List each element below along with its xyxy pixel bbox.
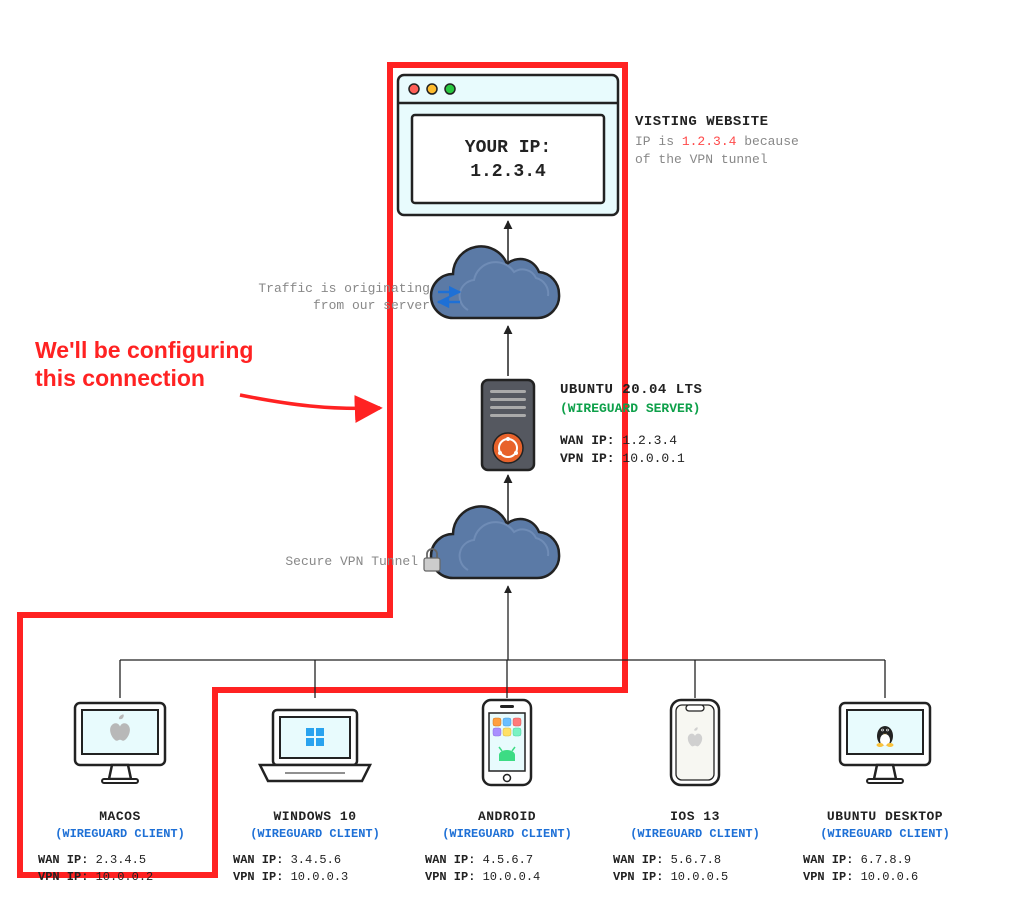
svg-text:UBUNTU 20.04 LTS: UBUNTU 20.04 LTS bbox=[560, 382, 702, 398]
browser-ip-line2: 1.2.3.4 bbox=[470, 162, 546, 182]
svg-text:We'll be configuring: We'll be configuring bbox=[35, 337, 253, 363]
client-wan: WAN IP: 2.3.4.5 bbox=[38, 853, 146, 867]
client-vpn: VPN IP: 10.0.0.3 bbox=[233, 870, 348, 884]
client-vpn: VPN IP: 10.0.0.4 bbox=[425, 870, 540, 884]
client-name: UBUNTU DESKTOP bbox=[827, 809, 943, 824]
svg-text:VISTING WEBSITE: VISTING WEBSITE bbox=[635, 114, 769, 130]
cloud-vpn-icon bbox=[431, 506, 559, 578]
svg-text:Traffic is originating: Traffic is originating bbox=[258, 281, 430, 296]
client-android bbox=[483, 700, 531, 785]
client-role: (WIREGUARD CLIENT) bbox=[55, 827, 185, 841]
client-wan: WAN IP: 6.7.8.9 bbox=[803, 853, 911, 867]
client-role: (WIREGUARD CLIENT) bbox=[250, 827, 380, 841]
client-role: (WIREGUARD CLIENT) bbox=[442, 827, 572, 841]
client-name: IOS 13 bbox=[670, 809, 720, 824]
client-vpn: VPN IP: 10.0.0.5 bbox=[613, 870, 728, 884]
server-icon bbox=[482, 380, 534, 470]
website-caption: VISTING WEBSITE IP is 1.2.3.4 because of… bbox=[635, 114, 799, 167]
client-ios bbox=[671, 700, 719, 785]
svg-text:(WIREGUARD SERVER): (WIREGUARD SERVER) bbox=[560, 401, 700, 416]
client-name: MACOS bbox=[99, 809, 141, 824]
client-vpn: VPN IP: 10.0.0.6 bbox=[803, 870, 918, 884]
client-role: (WIREGUARD CLIENT) bbox=[630, 827, 760, 841]
client-wan: WAN IP: 5.6.7.8 bbox=[613, 853, 721, 867]
client-ubuntu bbox=[840, 703, 930, 783]
client-windows bbox=[260, 710, 370, 781]
server-caption: UBUNTU 20.04 LTS (WIREGUARD SERVER) WAN … bbox=[560, 382, 702, 466]
svg-text:WAN IP: 1.2.3.4: WAN IP: 1.2.3.4 bbox=[560, 433, 677, 448]
cloud-internet-icon bbox=[431, 246, 559, 318]
svg-text:this connection: this connection bbox=[35, 365, 205, 391]
svg-text:from our server: from our server bbox=[313, 298, 430, 313]
client-wan: WAN IP: 4.5.6.7 bbox=[425, 853, 533, 867]
svg-text:IP is 1.2.3.4 because: IP is 1.2.3.4 because bbox=[635, 134, 799, 149]
svg-text:VPN IP: 10.0.0.1: VPN IP: 10.0.0.1 bbox=[560, 451, 685, 466]
traffic-caption: Traffic is originating from our server bbox=[258, 281, 430, 313]
client-role: (WIREGUARD CLIENT) bbox=[820, 827, 950, 841]
client-name: WINDOWS 10 bbox=[273, 809, 356, 824]
svg-text:of the VPN tunnel: of the VPN tunnel bbox=[635, 152, 768, 167]
annotation: We'll be configuring this connection bbox=[35, 337, 380, 408]
tunnel-caption: Secure VPN Tunnel bbox=[285, 554, 418, 569]
client-wan: WAN IP: 3.4.5.6 bbox=[233, 853, 341, 867]
client-name: ANDROID bbox=[478, 809, 536, 824]
browser-window: YOUR IP: 1.2.3.4 bbox=[398, 75, 618, 215]
branch-edges bbox=[120, 586, 885, 698]
client-macos bbox=[75, 703, 165, 783]
browser-ip-line1: YOUR IP: bbox=[465, 138, 551, 158]
client-vpn: VPN IP: 10.0.0.2 bbox=[38, 870, 153, 884]
